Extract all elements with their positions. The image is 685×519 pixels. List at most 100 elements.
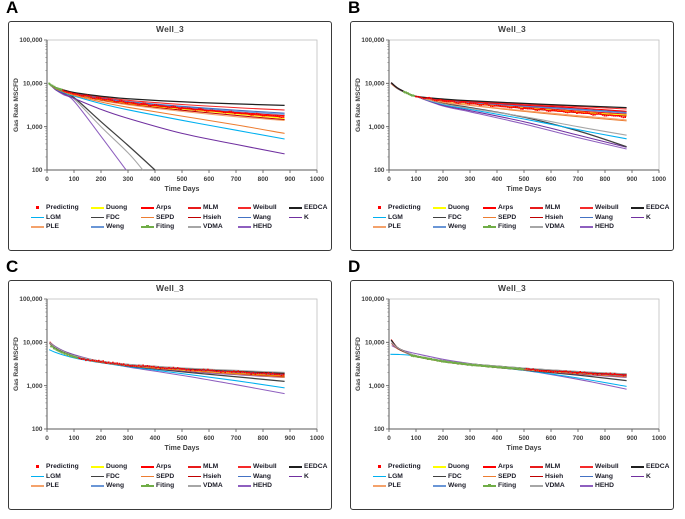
x-tick-label: 300 (123, 435, 134, 442)
legend-swatch-wang (238, 215, 251, 220)
legend-swatch-eedca (289, 464, 302, 469)
x-tick-label: 700 (231, 435, 242, 442)
legend-label: FDC (106, 472, 120, 480)
legend-swatch-weibull (580, 205, 593, 210)
legend-entry-k: K (289, 213, 331, 223)
legend-label: Weng (448, 482, 467, 490)
legend-label: MLM (545, 463, 561, 471)
x-tick-label: 700 (573, 176, 584, 183)
legend-entry-weibull: Weibull (580, 203, 631, 213)
legend-swatch-vdma (530, 224, 543, 229)
legend-label: Arps (498, 204, 514, 212)
legend-swatch-fdc (433, 474, 446, 479)
legend-entry-vdma: VDMA (530, 222, 580, 232)
series-line-eedca (390, 82, 627, 109)
legend-label: HEHD (595, 482, 614, 490)
legend-entry-weng: Weng (433, 222, 483, 232)
legend-label: LGM (46, 472, 61, 480)
legend-swatch-sepd (141, 474, 154, 479)
x-tick-label: 500 (519, 176, 530, 183)
legend-entry-predicting: Predicting (373, 462, 433, 472)
panel-d-label: D (348, 257, 361, 276)
chart-a: Well_3 100 1,000 10,000 100,000 0 100 200 300 40… (8, 21, 332, 251)
legend-label: SEPD (498, 213, 517, 221)
legend-swatch-fdc (433, 215, 446, 220)
legend-entry-lgm: LGM (373, 472, 433, 482)
y-tick-label: 100,000 (19, 37, 43, 44)
legend-label: EEDCA (646, 463, 670, 471)
series-dots-fiting (50, 345, 78, 359)
series-group (48, 341, 285, 395)
panel-b: B Well_3 100 1,000 10,000 100,000 0 100 200 300… (342, 0, 685, 259)
legend-entry-hsieh: Hsieh (188, 472, 238, 482)
plot-border (46, 298, 318, 430)
legend-label: Predicting (388, 204, 421, 212)
legend-swatch-sepd (483, 215, 496, 220)
legend-entry-predicting: Predicting (31, 462, 91, 472)
legend-swatch-arps (141, 205, 154, 210)
legend-swatch-arps (141, 464, 154, 469)
legend-swatch-predicting (373, 205, 386, 210)
chart-a-title: Well_3 (156, 24, 184, 34)
legend-swatch-mlm (530, 464, 543, 469)
series-line-vdma (49, 342, 285, 373)
x-tick-label: 100 (411, 435, 422, 442)
legend-a: Predicting Duong Arps MLM Weibull EEDCA LGM FDC… (11, 203, 329, 232)
legend-swatch-hehd (580, 483, 593, 488)
x-tick-label: 800 (600, 435, 611, 442)
legend-entry-vdma: VDMA (188, 222, 238, 232)
legend-label: Arps (498, 463, 514, 471)
legend-entry-fiting: Fiting (141, 481, 188, 491)
legend-label: K (646, 472, 651, 480)
legend-entry-wang: Wang (238, 472, 289, 482)
legend-label: PLE (388, 223, 402, 231)
series-line-duong (391, 342, 627, 377)
legend-label: Weibull (595, 204, 619, 212)
legend-swatch-mlm (188, 464, 201, 469)
legend-label: MLM (203, 463, 219, 471)
legend-swatch-wang (238, 474, 251, 479)
legend-label: Fiting (498, 223, 517, 231)
legend-swatch-fiting (141, 224, 154, 229)
legend-label: Wang (253, 213, 271, 221)
legend-label: Arps (156, 204, 172, 212)
legend-label: HEHD (253, 223, 272, 231)
chart-c: Well_3 100 1,000 10,000 100,000 0 100 200 300 40… (8, 280, 332, 510)
legend-label: Hsieh (545, 213, 564, 221)
legend-entry-sepd: SEPD (141, 213, 188, 223)
legend-swatch-eedca (631, 205, 644, 210)
legend-swatch-weng (91, 224, 104, 229)
x-tick-label: 300 (465, 435, 476, 442)
legend-label: LGM (388, 472, 403, 480)
legend-label: Predicting (46, 463, 79, 471)
legend-swatch-wang (580, 215, 593, 220)
legend-swatch-hehd (238, 224, 251, 229)
legend-label: PLE (388, 482, 402, 490)
y-tick-label: 10,000 (23, 81, 43, 88)
x-tick-label: 900 (285, 435, 296, 442)
legend-swatch-k (289, 474, 302, 479)
y-tick-label: 100 (32, 167, 43, 174)
legend-entry-hsieh: Hsieh (530, 213, 580, 223)
legend-entry-hehd: HEHD (238, 481, 289, 491)
x-tick-label: 600 (204, 435, 215, 442)
legend-entry-sepd: SEPD (483, 472, 530, 482)
legend-swatch-predicting (373, 464, 386, 469)
legend-swatch-arps (483, 205, 496, 210)
legend-entry-weibull: Weibull (238, 203, 289, 213)
x-tick-label: 600 (204, 176, 215, 183)
legend-swatch-lgm (373, 215, 386, 220)
x-tick-label: 1000 (310, 435, 325, 442)
x-tick-label: 0 (45, 435, 49, 442)
legend-swatch-wang (580, 474, 593, 479)
x-tick-label: 200 (438, 435, 449, 442)
x-axis-title: Time Days (165, 186, 200, 193)
legend-entry-fiting: Fiting (141, 222, 188, 232)
legend-swatch-ple (31, 483, 44, 488)
legend-label: FDC (448, 472, 462, 480)
legend-swatch-weibull (238, 205, 251, 210)
legend-label: Fiting (498, 482, 517, 490)
legend-swatch-predicting (31, 205, 44, 210)
legend-label: LGM (388, 213, 403, 221)
